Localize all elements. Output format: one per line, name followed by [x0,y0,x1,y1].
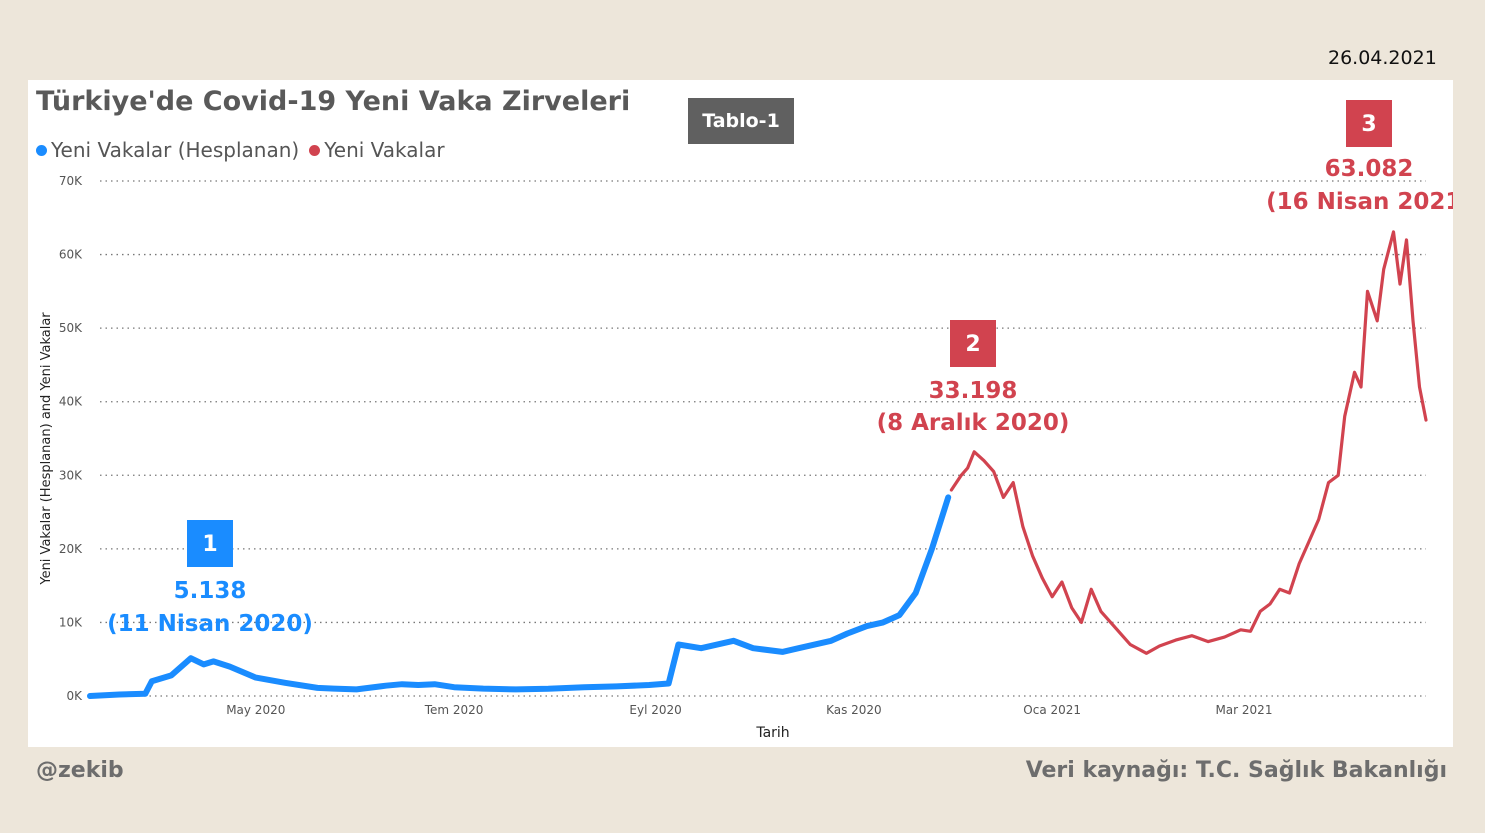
y-tick-label: 70K [59,174,83,188]
y-tick-label: 10K [59,615,83,629]
y-tick-label: 50K [59,321,83,335]
y-tick-label: 20K [59,542,83,556]
data-source: Veri kaynağı: T.C. Sağlık Bakanlığı [1025,758,1447,783]
legend-dot-icon [309,144,321,156]
x-axis-title: Tarih [755,725,789,741]
chart-panel: Türkiye'de Covid-19 Yeni Vaka Zirveleri … [28,80,1453,747]
annotation-value: 63.082 [1325,156,1414,182]
x-tick-label: Mar 2021 [1215,703,1272,717]
author-handle: @zekib [36,758,124,783]
chart-legend: Yeni Vakalar (Hesplanan) Yeni Vakalar [36,138,445,162]
y-tick-label: 0K [66,689,83,703]
y-tick-label: 60K [59,248,83,262]
x-tick-label: May 2020 [226,703,285,717]
chart-svg: 0K 10K 20K 30K 40K 50K 60K 70K May 2020 Tem 2020 E… [39,100,1453,741]
legend-label: Yeni Vakalar [324,138,445,162]
legend-dot-icon [36,144,47,156]
annotation-box [950,320,996,367]
legend-label: Yeni Vakalar (Hesplanan) [51,138,300,162]
y-tick-label: 40K [59,395,83,409]
annotation-box [187,520,233,567]
annotation-number: 2 [965,332,980,357]
x-tick-label: Kas 2020 [826,703,882,717]
annotation-number: 3 [1361,112,1376,137]
y-tick-label: 30K [59,468,83,482]
chart-title: Türkiye'de Covid-19 Yeni Vaka Zirveleri [36,86,631,117]
annotation-number: 1 [202,532,217,557]
series-line-computed [87,494,952,699]
annotation-box [1346,100,1392,147]
y-axis-title: Yeni Vakalar (Hesplanan) and Yeni Vakala… [39,312,54,586]
annotation-value: 33.198 [929,378,1018,404]
legend-item-computed[interactable]: Yeni Vakalar (Hesplanan) [36,138,299,162]
x-tick-label: Oca 2021 [1023,703,1081,717]
report-date: 26.04.2021 [1328,47,1437,69]
legend-item-actual[interactable]: Yeni Vakalar [309,138,445,162]
tablo-badge: Tablo-1 [688,98,794,144]
annotation-date: (8 Aralık 2020) [877,410,1070,436]
annotation-date: (16 Nisan 2021) [1266,189,1453,215]
annotation-date: (11 Nisan 2020) [107,611,313,637]
x-tick-label: Tem 2020 [424,703,484,717]
series-line-actual [949,230,1428,655]
annotation-value: 5.138 [174,578,247,604]
x-tick-label: Eyl 2020 [629,703,681,717]
